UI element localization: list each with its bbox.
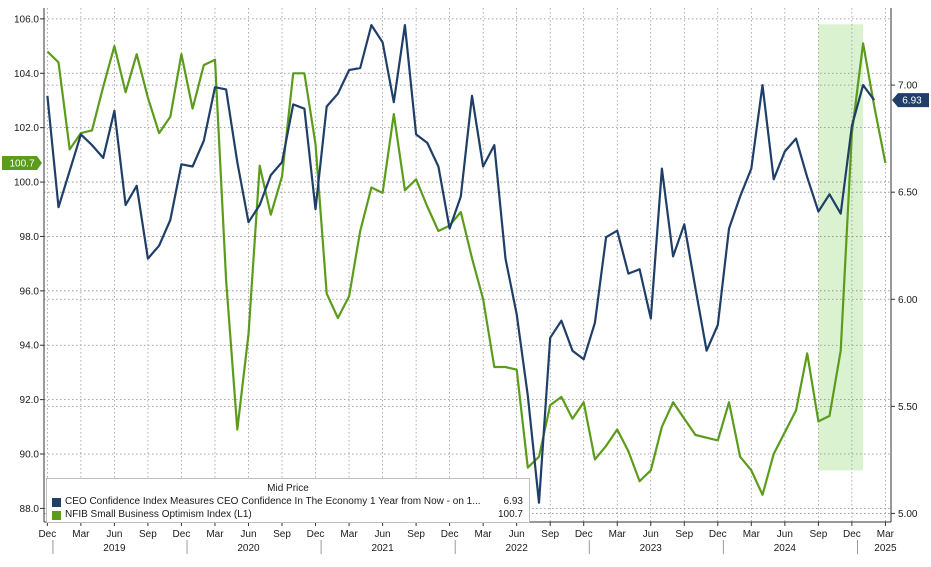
y-tick-label-left-0: 88.0: [20, 504, 40, 515]
y-tick-label-left-5: 98.0: [20, 232, 40, 243]
y-tick-label-right-1: 5.50: [898, 402, 918, 413]
x-year-label-1: 2020: [237, 543, 260, 554]
legend-label-nfib: NFIB Small Business Optimism Index (L1): [65, 509, 252, 520]
y-tick-label-left-7: 102.0: [14, 123, 39, 134]
x-tick-label-5: Mar: [206, 529, 224, 540]
y-tick-label-right-0: 5.00: [898, 509, 918, 520]
y-tick-label-left-6: 100.0: [14, 178, 39, 189]
x-tick-label-24: Dec: [843, 529, 861, 540]
last-value-flag-shape-ceo: [892, 93, 929, 108]
x-tick-label-0: Dec: [38, 529, 56, 540]
x-tick-label-1: Mar: [72, 529, 90, 540]
y-tick-label-left-4: 96.0: [20, 286, 40, 297]
x-tick-label-2: Jun: [106, 529, 122, 540]
x-tick-label-16: Dec: [575, 529, 593, 540]
last-value-flag-nfib: 100.7: [2, 156, 42, 171]
x-tick-label-8: Dec: [307, 529, 325, 540]
series-line-ceo: [46, 24, 876, 504]
x-tick-label-4: Dec: [173, 529, 191, 540]
y-tick-label-right-4: 7.00: [898, 81, 918, 92]
legend-item-nfib: NFIB Small Business Optimism Index (L1) …: [52, 509, 523, 522]
y-tick-label-left-2: 92.0: [20, 395, 40, 406]
x-year-label-2: 2021: [371, 543, 394, 554]
x-tick-label-9: Mar: [340, 529, 358, 540]
x-tick-label-21: Mar: [743, 529, 761, 540]
legend-value-nfib: 100.7: [497, 509, 523, 520]
legend-swatch-nfib: [52, 511, 61, 520]
x-tick-label-25: Mar: [877, 529, 895, 540]
x-tick-label-6: Jun: [240, 529, 256, 540]
legend-label-ceo: CEO Confidence Index Measures CEO Confid…: [65, 496, 481, 507]
y-tick-label-right-2: 6.00: [898, 295, 918, 306]
last-value-label-ceo: 6.93: [902, 96, 922, 107]
x-tick-label-20: Dec: [709, 529, 727, 540]
x-tick-label-13: Mar: [475, 529, 493, 540]
x-tick-label-10: Jun: [375, 529, 391, 540]
y-tick-label-left-1: 90.0: [20, 450, 40, 461]
x-tick-label-3: Sep: [139, 529, 157, 540]
series-line-nfib: [46, 42, 887, 496]
x-year-label-3: 2022: [506, 543, 529, 554]
x-tick-label-12: Dec: [441, 529, 459, 540]
x-year-label-5: 2024: [774, 543, 797, 554]
x-tick-label-11: Sep: [407, 529, 425, 540]
y-tick-label-left-3: 94.0: [20, 341, 40, 352]
y-tick-label-left-8: 104.0: [14, 69, 39, 80]
x-tick-label-15: Sep: [541, 529, 559, 540]
x-tick-label-19: Sep: [675, 529, 693, 540]
x-year-label-4: 2023: [640, 543, 663, 554]
legend-title: Mid Price: [267, 483, 309, 494]
legend-item-ceo: CEO Confidence Index Measures CEO Confid…: [52, 496, 523, 509]
legend-swatch-ceo: [52, 498, 61, 507]
x-tick-label-14: Jun: [509, 529, 525, 540]
x-year-label-0: 2019: [103, 543, 126, 554]
x-tick-label-23: Sep: [809, 529, 827, 540]
legend: Mid Price CEO Confidence Index Measures …: [46, 478, 530, 523]
x-tick-label-17: Mar: [609, 529, 627, 540]
x-tick-label-22: Jun: [777, 529, 793, 540]
last-value-flag-shape-nfib: [2, 156, 42, 171]
legend-value-ceo: 6.93: [503, 496, 523, 507]
x-tick-label-18: Jun: [643, 529, 659, 540]
last-value-flag-ceo: 6.93: [892, 93, 929, 108]
y-tick-label-left-9: 106.0: [14, 14, 39, 25]
x-tick-label-7: Sep: [273, 529, 291, 540]
y-tick-label-right-3: 6.50: [898, 188, 918, 199]
x-year-label-6: 2025: [874, 543, 897, 554]
last-value-label-nfib: 100.7: [9, 159, 34, 170]
